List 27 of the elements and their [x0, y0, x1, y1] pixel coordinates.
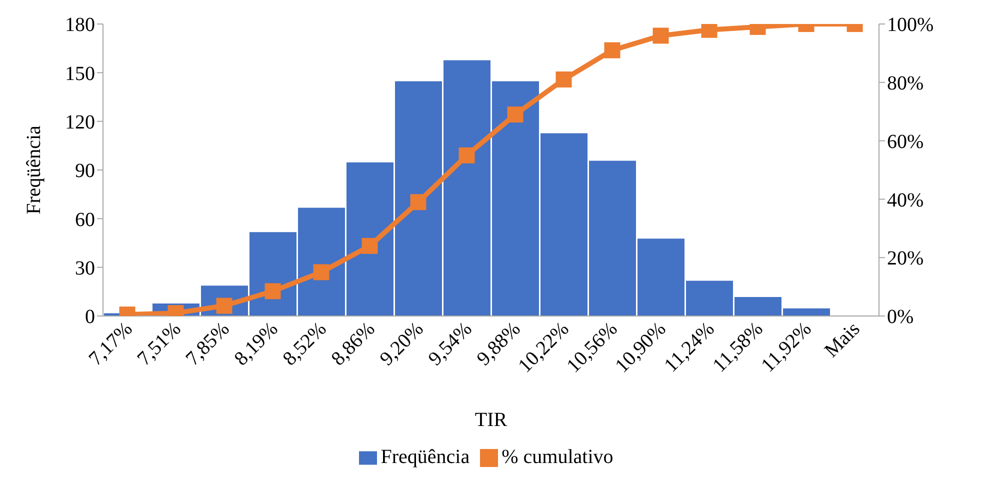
y2-tick-label: 20% [887, 248, 924, 270]
point [410, 194, 426, 210]
x-axis-title: TIR [474, 409, 508, 431]
point [313, 264, 330, 280]
y-tick-label: 180 [65, 14, 95, 36]
y2-tick-label: 0% [887, 306, 914, 328]
y-tick-label: 120 [65, 111, 95, 134]
point [507, 106, 524, 123]
y-axis-title: Freqüência [23, 125, 46, 214]
point [652, 28, 669, 44]
legend-label: % cumulativo [502, 446, 614, 468]
point [264, 283, 281, 300]
point [458, 147, 475, 164]
y2-tick-label: 60% [887, 130, 924, 153]
y-tick-label: 90 [75, 160, 95, 182]
y-tick-label: 0 [85, 306, 95, 328]
y-tick-label: 60 [75, 208, 95, 231]
point [362, 238, 378, 254]
y2-tick-label: 40% [887, 189, 924, 212]
y-tick-label: 30 [75, 257, 95, 280]
point [604, 42, 620, 58]
y-tick-label: 150 [65, 62, 95, 85]
point [556, 71, 572, 88]
y2-tick-label: 80% [887, 72, 924, 94]
y2-tick-label: 100% [887, 14, 934, 36]
x-tick-label: Mais [820, 318, 864, 362]
legend-label: Freqüência [380, 446, 470, 468]
